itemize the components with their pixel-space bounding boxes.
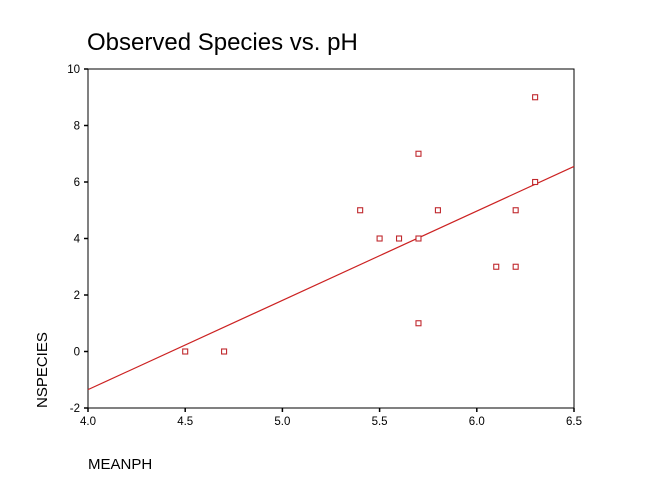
data-point [532, 94, 539, 101]
data-point [415, 150, 422, 157]
y-tick-label: 10 [67, 64, 80, 76]
data-point [512, 207, 519, 214]
chart-title: Observed Species vs. pH [87, 29, 358, 56]
y-tick-label: 0 [74, 347, 80, 359]
y-tick-label: 6 [74, 177, 80, 189]
data-point [357, 207, 364, 214]
regression-line [87, 165, 575, 391]
data-point [182, 348, 189, 355]
y-tick-label: 2 [74, 290, 80, 302]
x-tick-label: 5.5 [372, 416, 388, 428]
x-axis-label: MEANPH [88, 456, 152, 473]
data-point [415, 320, 422, 327]
data-point [512, 263, 519, 270]
y-axis-label: NSPECIES [34, 332, 51, 408]
x-tick-label: 4.0 [80, 416, 96, 428]
x-tick-label: 6.0 [469, 416, 485, 428]
y-tick-label: -2 [70, 403, 80, 415]
data-point [434, 207, 441, 214]
plot-frame [87, 68, 575, 409]
data-point [415, 235, 422, 242]
data-point [532, 178, 539, 186]
y-tick-label: 4 [74, 234, 81, 246]
data-point [221, 348, 228, 355]
x-tick-label: 6.5 [566, 416, 582, 428]
x-tick-label: 5.0 [274, 416, 290, 428]
data-point [493, 263, 500, 270]
x-tick-label: 4.5 [177, 416, 193, 428]
y-tick-label: 8 [74, 121, 80, 133]
data-point [376, 235, 383, 242]
plot-area: 4.0 4.5 5.0 5.5 6.0 6.5 -2 0 2 4 6 8 10 [67, 64, 582, 428]
data-point [395, 235, 403, 242]
